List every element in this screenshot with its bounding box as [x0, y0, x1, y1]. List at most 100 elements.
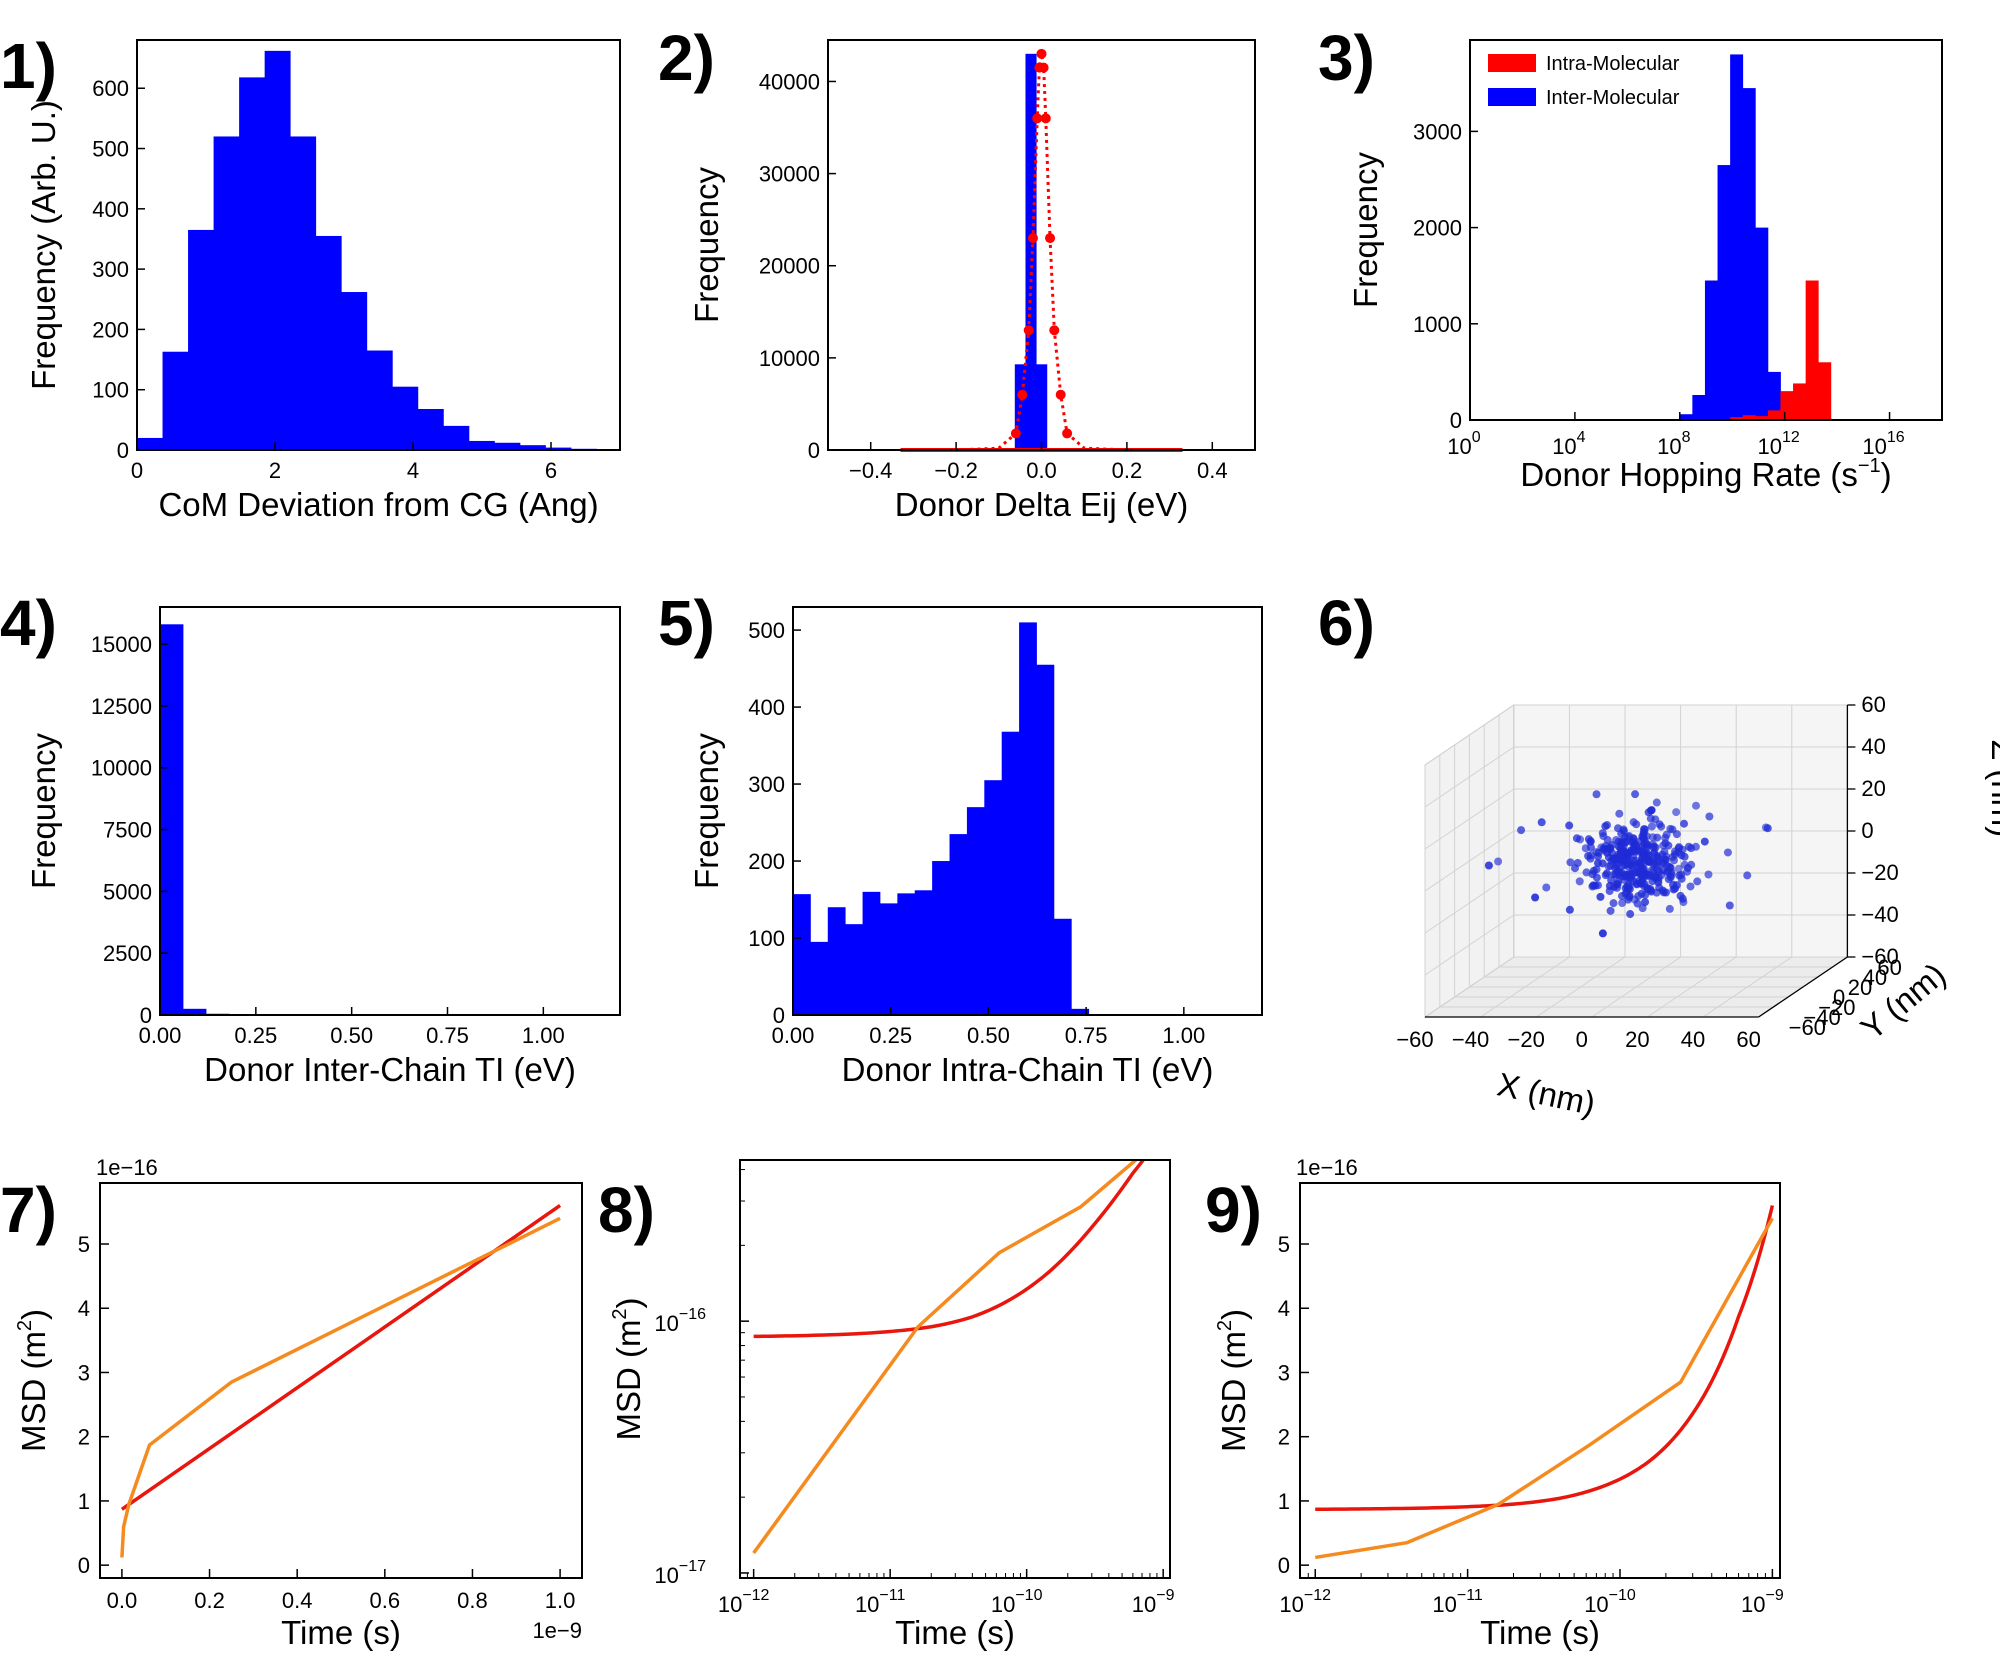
- scatter-point: [1572, 834, 1581, 843]
- scatter-point: [1669, 880, 1678, 889]
- scatter-point: [1531, 893, 1540, 902]
- bar: [188, 229, 214, 450]
- panel-label-1: 1): [0, 30, 57, 102]
- x-tick-label: 1012: [1758, 429, 1800, 459]
- y-tick-label: 0: [1833, 985, 1845, 1010]
- bar: [1053, 918, 1072, 1015]
- fit-point: [1062, 428, 1073, 439]
- x-axis-label-text: CoM Deviation from CG (Ang): [158, 486, 598, 523]
- bar: [137, 437, 163, 450]
- plot-frame: [136, 39, 621, 451]
- scatter-point: [1637, 889, 1646, 898]
- x-tick-label: 40: [1681, 1027, 1705, 1052]
- scatter-point: [1494, 857, 1503, 866]
- scatter-point: [1623, 883, 1632, 892]
- x-tick-base: 10: [1279, 1592, 1303, 1617]
- x-tick-label: 104: [1552, 429, 1585, 459]
- y-tick-label: 0: [78, 1553, 90, 1578]
- x-tick-label: 10−12: [718, 1587, 770, 1617]
- panel-label-4: 4): [0, 587, 57, 659]
- y-tick-label: 10000: [91, 756, 152, 781]
- scatter-point: [1641, 898, 1650, 907]
- z-tick-label: −60: [1861, 944, 1898, 969]
- fit-point: [1040, 113, 1051, 124]
- x-tick-label: 100: [1447, 429, 1480, 459]
- y-tick-exp: −17: [679, 1558, 706, 1575]
- scatter-point: [1598, 829, 1607, 838]
- z-tick-label: 20: [1861, 776, 1885, 801]
- x-tick-label: 1.00: [522, 1023, 565, 1048]
- x-tick-label: 10−11: [1432, 1587, 1483, 1617]
- y-axis-label: Frequency (Arb. U.): [25, 100, 62, 390]
- bar: [1805, 280, 1819, 420]
- y-axis-label: Frequency: [688, 733, 725, 889]
- bar: [160, 624, 184, 1015]
- scatter-point: [1605, 881, 1614, 890]
- scatter-point: [1632, 879, 1641, 888]
- x-tick-base: 10: [991, 1592, 1015, 1617]
- fit-point: [1010, 428, 1021, 439]
- scatter-point: [1723, 848, 1732, 857]
- x-tick-label: 1.00: [1162, 1023, 1205, 1048]
- y-tick-label: 3: [1278, 1360, 1290, 1385]
- bar: [932, 861, 950, 1015]
- series-line: [1315, 1205, 1775, 1512]
- plot-frame: [1469, 39, 1943, 421]
- bar: [1730, 54, 1744, 420]
- x-tick-label: 10−9: [1741, 1587, 1784, 1617]
- y-tick-label: 20: [1848, 975, 1872, 1000]
- x-tick-label: 10−12: [1279, 1587, 1331, 1617]
- y-tick-label: 30000: [759, 162, 820, 187]
- scatter-point: [1589, 881, 1598, 890]
- bar: [914, 890, 933, 1015]
- scatter-point: [1629, 818, 1638, 827]
- bar: [341, 292, 368, 450]
- x-axis-label: Donor Intra-Chain TI (eV): [842, 1051, 1214, 1088]
- series-line: [753, 1160, 1146, 1339]
- x-tick-label: 0.2: [1112, 458, 1143, 483]
- legend-swatch: [1488, 54, 1536, 72]
- y-axis-label: MSD (m2): [609, 1297, 647, 1440]
- y-tick-label: 0: [808, 438, 820, 463]
- scatter-point: [1675, 843, 1684, 852]
- x-tick-label: 0.0: [107, 1588, 138, 1613]
- scatter-point: [1631, 790, 1640, 799]
- scatter-point: [1652, 798, 1661, 807]
- scatter-point: [1676, 891, 1685, 900]
- scatter-point: [1655, 820, 1664, 829]
- y-tick-label: 2: [78, 1425, 90, 1450]
- y-tick-label: 4: [78, 1296, 90, 1321]
- scatter-point: [1704, 870, 1713, 879]
- bar: [1704, 280, 1718, 420]
- scatter-point: [1659, 858, 1668, 867]
- x-tick-exp: −11: [879, 1587, 905, 1604]
- y-tick-label: 2000: [1413, 216, 1462, 241]
- x-tick-label: 0.50: [330, 1023, 373, 1048]
- scatter-point: [1693, 877, 1702, 886]
- x-axis-label: X (nm): [1494, 1065, 1599, 1122]
- x-tick-label: 0: [1576, 1027, 1588, 1052]
- x-tick-label: 6: [545, 458, 557, 483]
- y-tick-label: 200: [92, 317, 129, 342]
- y-tick-label: 0: [1450, 408, 1462, 433]
- x-axis-label-text: Donor Hopping Rate (s: [1520, 456, 1858, 493]
- scatter-point: [1625, 891, 1634, 900]
- scatter-point: [1763, 824, 1772, 833]
- x-axis-label-text: Donor Inter-Chain TI (eV): [204, 1051, 576, 1088]
- y-tick-base: 10: [654, 1311, 678, 1336]
- scatter-point: [1633, 899, 1642, 908]
- x-tick-label: 0.25: [869, 1023, 912, 1048]
- x-axis-label-sup: −1: [1858, 455, 1881, 477]
- bar: [862, 891, 881, 1015]
- bar: [468, 440, 495, 450]
- y-tick-label: 20000: [759, 254, 820, 279]
- y-tick-label: 100: [748, 926, 785, 951]
- x-tick-label: 0.4: [282, 1588, 313, 1613]
- scatter-point: [1629, 834, 1638, 843]
- scatter-point: [1677, 851, 1686, 860]
- scatter-point: [1660, 847, 1669, 856]
- x-axis-label-text: Donor Intra-Chain TI (eV): [842, 1051, 1214, 1088]
- chart-p2: −0.4 −0.2 0.0 0.2 0.4 0 10000 20000 30000 40000 Do…: [688, 39, 1256, 523]
- y-axis-label-text: MSD (m: [1215, 1331, 1252, 1452]
